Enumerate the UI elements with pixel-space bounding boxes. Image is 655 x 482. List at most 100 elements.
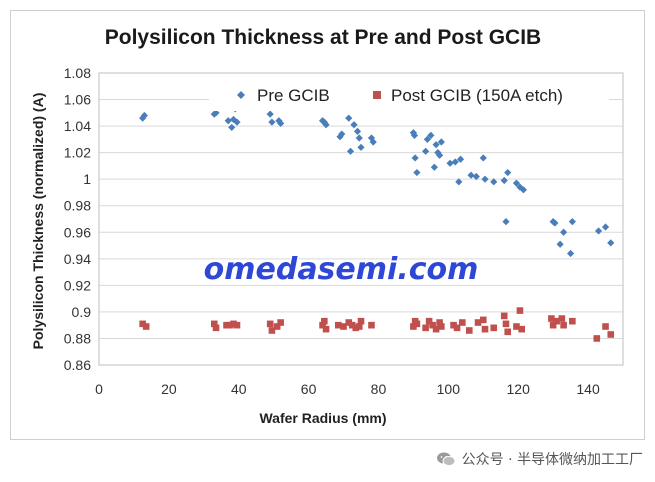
- pre-gcib-point: [519, 186, 528, 194]
- pre-gcib-point: [504, 168, 512, 177]
- pre-gcib-point: [500, 176, 508, 185]
- pre-gcib-point: [437, 138, 445, 146]
- y-tick-label: 1.08: [64, 65, 91, 81]
- pre-gcib-point: [277, 119, 285, 128]
- y-tick-label: 1.06: [64, 92, 91, 108]
- pre-gcib-point: [556, 240, 564, 248]
- post-gcib-point: [348, 321, 356, 329]
- post-gcib-point: [558, 315, 566, 322]
- post-gcib-point: [352, 324, 360, 332]
- post-gcib-point: [518, 325, 525, 333]
- post-gcib-point: [230, 320, 237, 328]
- pre-gcib-point: [355, 134, 363, 142]
- post-gcib-point: [226, 321, 234, 329]
- y-tick-label: 0.94: [64, 251, 91, 267]
- pre-gcib-point: [233, 118, 241, 126]
- wechat-icon: [436, 452, 456, 467]
- pre-gcib-point: [451, 158, 459, 166]
- post-gcib-point: [368, 321, 375, 329]
- post-gcib-point: [422, 324, 429, 332]
- x-tick-label: 0: [95, 381, 103, 397]
- y-tick-label: 0.9: [72, 304, 92, 320]
- post-gcib-point: [450, 321, 457, 329]
- post-gcib-point: [340, 323, 347, 330]
- post-gcib-point: [432, 325, 440, 333]
- pre-gcib-point: [472, 172, 480, 181]
- post-gcib-point: [438, 323, 445, 330]
- post-gcib-point: [474, 319, 482, 326]
- pre-gcib-point: [567, 249, 575, 258]
- post-gcib-point: [410, 323, 417, 330]
- pre-gcib-point: [345, 114, 353, 122]
- series-pre-gcib: [139, 105, 615, 258]
- scatter-chart: Polysilicon Thickness at Pre and Post GC…: [30, 26, 624, 426]
- pre-gcib-point: [467, 171, 475, 179]
- pre-gcib-point: [516, 183, 524, 191]
- pre-gcib-point: [409, 129, 417, 137]
- post-gcib-point: [139, 320, 146, 328]
- x-tick-label: 20: [161, 381, 177, 397]
- y-tick-label: 0.92: [64, 277, 91, 293]
- legend-label-post-gcib: Post GCIB (150A etch): [391, 86, 563, 105]
- y-tick-label: 1: [83, 171, 91, 187]
- post-gcib-point: [233, 321, 241, 329]
- legend-marker-pre-gcib: [237, 91, 245, 99]
- pre-gcib-point: [490, 178, 498, 186]
- x-tick-label: 100: [437, 381, 461, 397]
- pre-gcib-point: [436, 151, 444, 159]
- post-gcib-point: [277, 319, 284, 326]
- pre-gcib-point: [268, 118, 276, 126]
- pre-gcib-point: [336, 133, 344, 141]
- post-gcib-point: [504, 328, 512, 336]
- pre-gcib-point: [224, 117, 232, 125]
- post-gcib-point: [322, 325, 330, 333]
- y-axis-title: Polysilicon Thickness (normalized) (A): [30, 93, 46, 350]
- pre-gcib-point: [322, 121, 330, 129]
- post-gcib-point: [502, 320, 510, 328]
- post-gcib-point: [490, 324, 498, 332]
- x-tick-label: 80: [371, 381, 387, 397]
- post-gcib-point: [345, 319, 353, 326]
- pre-gcib-point: [430, 163, 438, 171]
- pre-gcib-point: [551, 219, 559, 227]
- pre-gcib-point: [140, 111, 149, 120]
- legend-label-pre-gcib: Pre GCIB: [257, 86, 330, 105]
- footer-text: 公众号 · 半导体微纳加工工厂: [461, 452, 643, 468]
- pre-gcib-point: [512, 179, 521, 187]
- post-gcib-point: [516, 307, 524, 314]
- pre-gcib-point: [607, 239, 615, 247]
- pre-gcib-point: [411, 154, 419, 162]
- pre-gcib-point: [422, 147, 430, 155]
- pre-gcib-point: [568, 218, 576, 226]
- post-gcib-point: [459, 319, 466, 326]
- post-gcib-point: [569, 317, 576, 325]
- x-axis-ticks: 0 20 40 60 80 100 120 140: [95, 381, 600, 397]
- post-gcib-point: [273, 323, 281, 330]
- post-gcib-point: [553, 317, 560, 325]
- post-gcib-point: [481, 325, 489, 333]
- pre-gcib-point: [353, 127, 362, 135]
- pre-gcib-point: [446, 159, 454, 167]
- pre-gcib-point: [228, 123, 236, 132]
- pre-gcib-point: [369, 138, 377, 146]
- series-post-gcib: [139, 307, 615, 342]
- post-gcib-point: [357, 317, 365, 325]
- pre-gcib-point: [427, 131, 435, 139]
- pre-gcib-point: [479, 154, 487, 162]
- y-axis-ticks: 0.86 0.88 0.9 0.92 0.94 0.96 0.98 1 1.02 1.04 1.06…: [64, 65, 91, 373]
- post-gcib-point: [355, 323, 363, 330]
- pre-gcib-point: [346, 147, 355, 155]
- post-gcib-point: [500, 312, 508, 320]
- post-gcib-point: [429, 321, 436, 329]
- post-gcib-point: [513, 323, 520, 330]
- x-axis-title: Wafer Radius (mm): [259, 410, 386, 426]
- pre-gcib-point: [212, 109, 220, 117]
- data-points: [139, 105, 615, 342]
- post-gcib-point: [413, 320, 421, 328]
- pre-gcib-point: [357, 143, 365, 151]
- post-gcib-point: [321, 317, 328, 325]
- post-gcib-point: [465, 327, 473, 334]
- plot-border: [98, 72, 624, 366]
- legend-marker-post-gcib: [373, 91, 381, 99]
- x-tick-label: 120: [507, 381, 531, 397]
